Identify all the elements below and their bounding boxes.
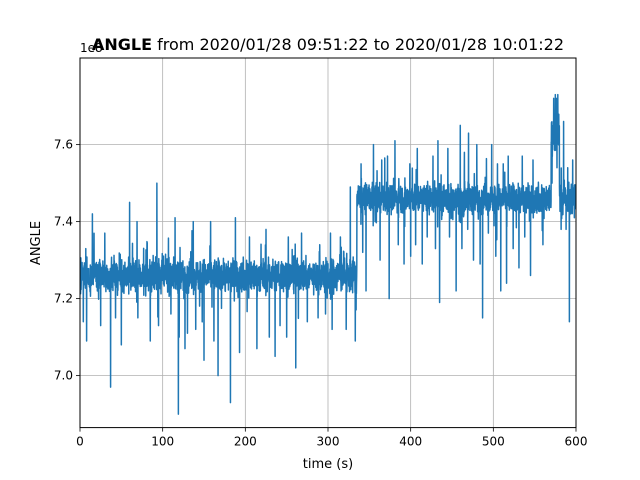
- series-layer: [80, 93, 576, 415]
- title-rest: from 2020/01/28 09:51:22 to 2020/01/28 1…: [152, 35, 564, 54]
- y-axis-label: ANGLE: [29, 221, 44, 265]
- chart-title: ANGLE from 2020/01/28 09:51:22 to 2020/0…: [92, 35, 564, 54]
- y-tick-label: 7.6: [54, 138, 73, 152]
- x-tick-label: 0: [76, 435, 84, 449]
- x-tick-label: 200: [234, 435, 257, 449]
- x-tick-label: 100: [151, 435, 174, 449]
- series-line-0: [80, 93, 576, 415]
- x-tick-label: 400: [399, 435, 422, 449]
- title-bold: ANGLE: [92, 35, 152, 54]
- x-tick-label: 600: [565, 435, 588, 449]
- x-axis-label: time (s): [303, 457, 353, 472]
- x-tick-label: 500: [482, 435, 505, 449]
- offset-label: 1e8: [80, 41, 103, 55]
- y-tick-label: 7.4: [54, 215, 73, 229]
- y-axis-ticks: 7.0 7.2 7.4 7.6: [54, 138, 80, 383]
- x-axis-ticks: 0 100 200 300 400 500 600: [76, 427, 588, 449]
- y-tick-label: 7.2: [54, 292, 73, 306]
- x-tick-label: 300: [317, 435, 340, 449]
- y-tick-label: 7.0: [54, 369, 73, 383]
